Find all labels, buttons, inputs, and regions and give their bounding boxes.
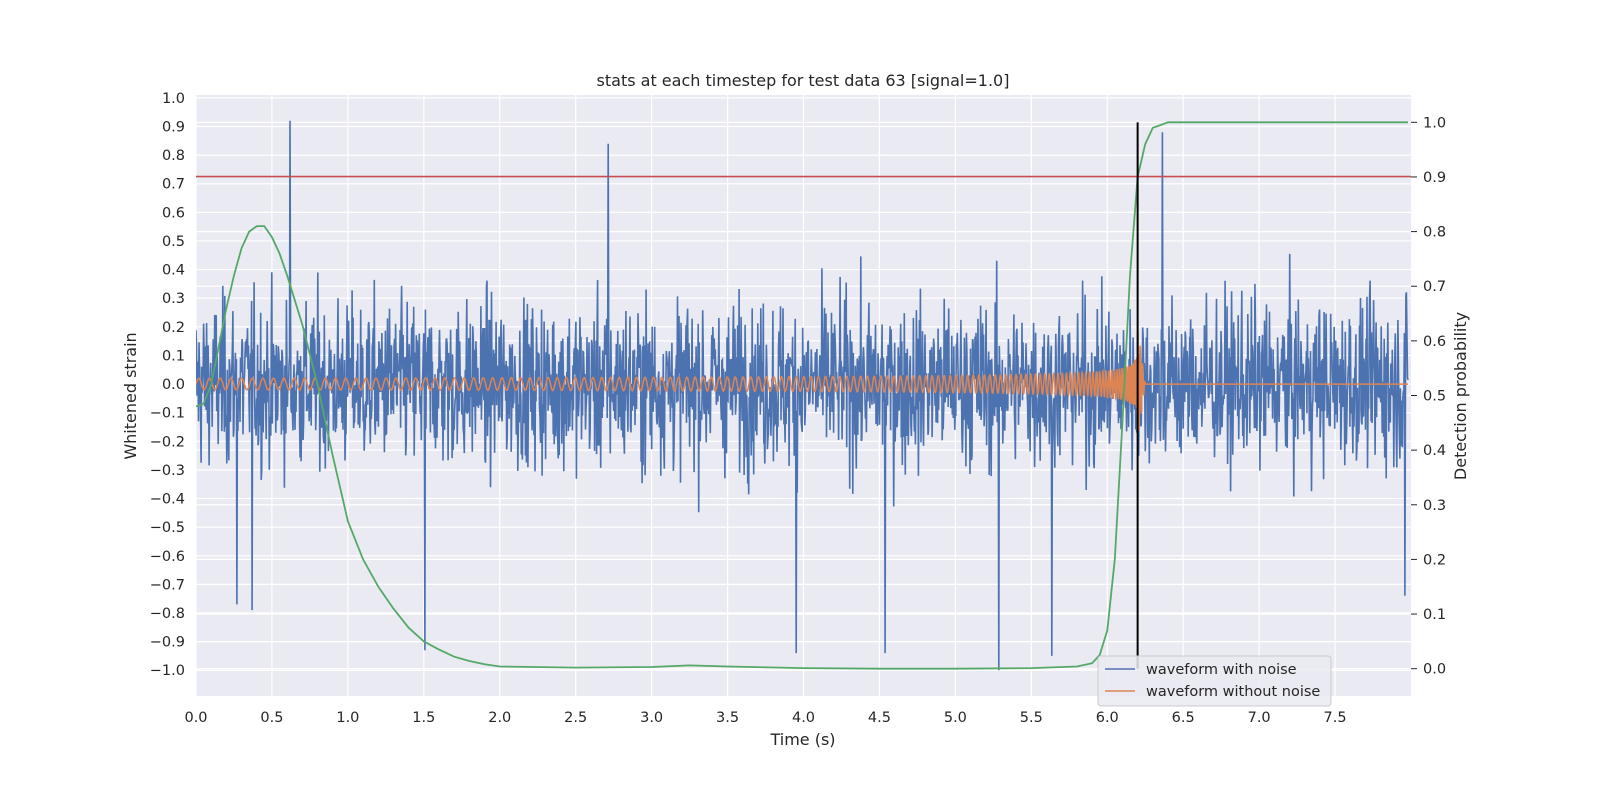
y-left-tick-label: 0.1 xyxy=(162,348,185,364)
y-left-tick-label: −1.0 xyxy=(150,663,185,679)
series-detection-probability xyxy=(196,121,1408,670)
y-right-tick-label: 0.8 xyxy=(1423,225,1446,241)
y-left-tick-label: −0.3 xyxy=(150,463,185,479)
series-waveform-without-noise xyxy=(196,328,1408,431)
x-axis-label: Time (s) xyxy=(769,730,835,749)
y-right-tick-label: 0.3 xyxy=(1423,498,1446,514)
y-left-tick-label: −0.7 xyxy=(150,577,185,593)
y-left-tick-label: 0.2 xyxy=(162,320,185,336)
y-left-tick-label: 0.5 xyxy=(162,234,185,250)
y-right-tick-label: 0.1 xyxy=(1423,607,1446,623)
y-left-tick-label: 0.4 xyxy=(162,263,185,279)
x-tick-label: 3.5 xyxy=(716,710,739,726)
y-right-axis-ticks: 1.0 0.9 0.8 0.7 0.6 0.5 0.4 0.3 0.2 0.1 0.0 xyxy=(1411,115,1446,678)
y-right-tick-label: 0.7 xyxy=(1423,279,1446,295)
y-left-tick-label: 0.0 xyxy=(162,377,185,393)
legend: waveform with noise waveform without noi… xyxy=(1097,655,1332,707)
x-tick-label: 6.5 xyxy=(1172,710,1195,726)
y-left-tick-label: 0.9 xyxy=(162,119,185,135)
y-left-axis-ticks: 1.0 0.9 0.8 0.7 0.6 0.5 0.4 0.3 0.2 0.1 0.0 −0.1 −0.… xyxy=(150,91,185,679)
x-tick-label: 4.5 xyxy=(868,710,891,726)
y-left-tick-label: 0.3 xyxy=(162,291,185,307)
y-right-tick-label: 0.2 xyxy=(1423,552,1446,568)
probability-line xyxy=(196,121,1408,670)
y-left-tick-label: −0.1 xyxy=(150,406,185,422)
y-left-tick-label: −0.5 xyxy=(150,520,185,536)
chart-title: stats at each timestep for test data 63 … xyxy=(597,71,1010,90)
x-axis-ticks: 0.0 0.5 1.0 1.5 2.0 2.5 3.0 3.5 4.0 4.5 5.0 5.5 6.0 6… xyxy=(184,710,1346,726)
x-tick-label: 2.0 xyxy=(488,710,511,726)
y-left-tick-label: 0.8 xyxy=(162,148,185,164)
y-left-tick-label: −0.8 xyxy=(150,606,185,622)
x-tick-label: 3.0 xyxy=(640,710,663,726)
y-right-tick-label: 0.6 xyxy=(1423,334,1446,350)
x-tick-label: 0.0 xyxy=(184,710,207,726)
y-right-tick-label: 0.0 xyxy=(1423,662,1446,678)
x-tick-label: 2.5 xyxy=(564,710,587,726)
x-tick-label: 5.0 xyxy=(944,710,967,726)
y-left-tick-label: 0.6 xyxy=(162,205,185,221)
chirp-line xyxy=(196,328,1408,431)
y-right-tick-label: 0.4 xyxy=(1423,443,1446,459)
legend-box xyxy=(1097,655,1332,707)
x-tick-label: 5.5 xyxy=(1020,710,1043,726)
y-left-tick-label: −0.4 xyxy=(150,492,185,508)
legend-label-without-noise: waveform without noise xyxy=(1146,684,1320,700)
x-tick-label: 0.5 xyxy=(260,710,283,726)
x-tick-label: 1.5 xyxy=(412,710,435,726)
y-left-tick-label: 0.7 xyxy=(162,177,185,193)
series-waveform-with-noise xyxy=(196,120,1409,671)
y-right-axis-label: Detection probability xyxy=(1451,312,1470,480)
y-right-tick-label: 0.9 xyxy=(1423,170,1446,186)
x-tick-label: 6.0 xyxy=(1096,710,1119,726)
y-left-tick-label: 1.0 xyxy=(162,91,185,107)
x-tick-label: 1.0 xyxy=(336,710,359,726)
legend-label-with-noise: waveform with noise xyxy=(1146,662,1297,678)
y-left-tick-label: −0.2 xyxy=(150,434,185,450)
x-tick-label: 4.0 xyxy=(792,710,815,726)
y-right-tick-label: 0.5 xyxy=(1423,389,1446,405)
y-left-tick-label: −0.6 xyxy=(150,549,185,565)
y-right-tick-label: 1.0 xyxy=(1423,115,1446,131)
x-tick-label: 7.0 xyxy=(1248,710,1271,726)
y-left-axis-label: Whitened strain xyxy=(121,332,140,459)
y-left-tick-label: −0.9 xyxy=(150,635,185,651)
noise-line xyxy=(196,120,1409,671)
x-tick-label: 7.5 xyxy=(1324,710,1347,726)
